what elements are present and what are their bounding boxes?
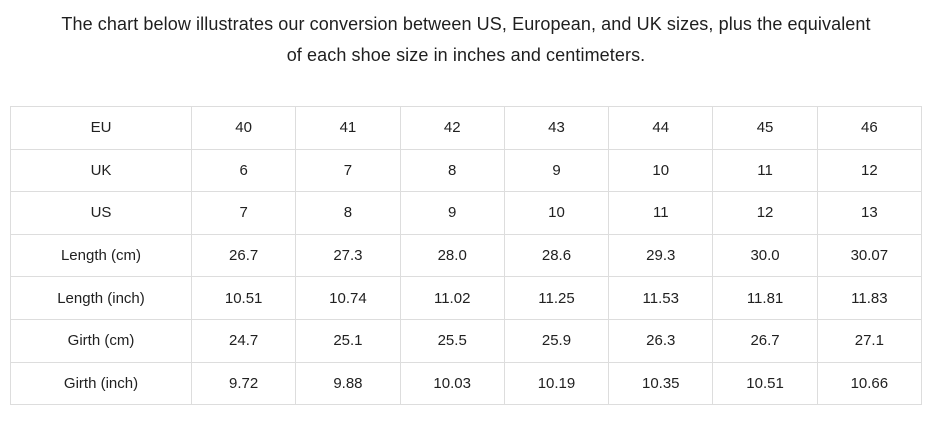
- value-cell: 29.3: [608, 233, 714, 278]
- value-cell: 8: [399, 148, 505, 193]
- value-cell: 30.07: [816, 233, 923, 278]
- value-cell: 42: [399, 106, 505, 150]
- row-label: EU: [10, 106, 192, 150]
- value-cell: 26.7: [712, 318, 818, 363]
- value-cell: 11.02: [399, 276, 505, 320]
- value-cell: 6: [190, 148, 297, 193]
- size-conversion-table: EU 40 41 42 43 44 45 46 UK 6 7 8 9 10 11 12 US 7 8 9 10 11 12 1…: [10, 106, 923, 406]
- value-cell: 26.7: [190, 233, 297, 278]
- table-row: UK 6 7 8 9 10 11 12: [10, 148, 923, 193]
- value-cell: 11.81: [712, 276, 818, 320]
- value-cell: 8: [295, 191, 401, 235]
- value-cell: 27.3: [295, 233, 401, 278]
- value-cell: 28.6: [503, 233, 610, 278]
- value-cell: 46: [816, 106, 923, 150]
- value-cell: 10.51: [712, 361, 818, 406]
- value-cell: 44: [608, 106, 714, 150]
- value-cell: 11: [712, 148, 818, 193]
- value-cell: 25.9: [503, 318, 610, 363]
- table-row: Length (inch) 10.51 10.74 11.02 11.25 11.53 11…: [10, 276, 923, 320]
- value-cell: 11.25: [503, 276, 610, 320]
- table-row: Girth (cm) 24.7 25.1 25.5 25.9 26.3 26.7 27.1: [10, 318, 923, 363]
- table-row: US 7 8 9 10 11 12 13: [10, 191, 923, 235]
- value-cell: 26.3: [608, 318, 714, 363]
- value-cell: 10.66: [816, 361, 923, 406]
- value-cell: 11.53: [608, 276, 714, 320]
- value-cell: 12: [816, 148, 923, 193]
- row-label: Length (cm): [10, 233, 192, 278]
- table-row: Length (cm) 26.7 27.3 28.0 28.6 29.3 30.0 30.07: [10, 233, 923, 278]
- table-row: Girth (inch) 9.72 9.88 10.03 10.19 10.35 10.51…: [10, 361, 923, 406]
- value-cell: 9: [503, 148, 610, 193]
- value-cell: 10.51: [190, 276, 297, 320]
- row-label: UK: [10, 148, 192, 193]
- row-label: US: [10, 191, 192, 235]
- value-cell: 10.19: [503, 361, 610, 406]
- value-cell: 9.72: [190, 361, 297, 406]
- value-cell: 25.1: [295, 318, 401, 363]
- value-cell: 7: [295, 148, 401, 193]
- value-cell: 11.83: [816, 276, 923, 320]
- value-cell: 43: [503, 106, 610, 150]
- value-cell: 41: [295, 106, 401, 150]
- value-cell: 24.7: [190, 318, 297, 363]
- row-label: Girth (cm): [10, 318, 192, 363]
- table-row: EU 40 41 42 43 44 45 46: [10, 106, 923, 150]
- value-cell: 27.1: [816, 318, 923, 363]
- value-cell: 25.5: [399, 318, 505, 363]
- value-cell: 45: [712, 106, 818, 150]
- row-label: Length (inch): [10, 276, 192, 320]
- value-cell: 28.0: [399, 233, 505, 278]
- value-cell: 13: [816, 191, 923, 235]
- value-cell: 7: [190, 191, 297, 235]
- value-cell: 9: [399, 191, 505, 235]
- value-cell: 10.35: [608, 361, 714, 406]
- value-cell: 12: [712, 191, 818, 235]
- value-cell: 11: [608, 191, 714, 235]
- value-cell: 10.03: [399, 361, 505, 406]
- page-title-line-1: The chart below illustrates our conversi…: [61, 14, 871, 34]
- value-cell: 30.0: [712, 233, 818, 278]
- row-label: Girth (inch): [10, 361, 192, 406]
- value-cell: 9.88: [295, 361, 401, 406]
- page-title: The chart below illustrates our conversi…: [0, 0, 932, 71]
- value-cell: 40: [190, 106, 297, 150]
- page-title-line-2: of each shoe size in inches and centimet…: [286, 45, 646, 65]
- value-cell: 10: [503, 191, 610, 235]
- value-cell: 10.74: [295, 276, 401, 320]
- value-cell: 10: [608, 148, 714, 193]
